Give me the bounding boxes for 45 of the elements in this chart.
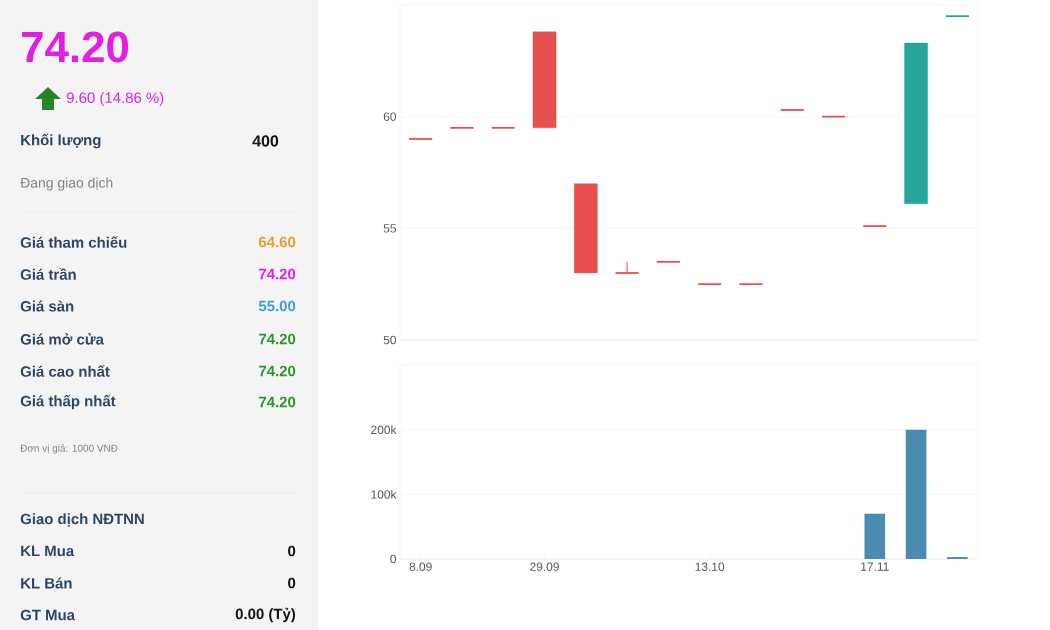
text: 0 bbox=[288, 577, 296, 589]
bar bbox=[864, 513, 886, 559]
candlestick bbox=[490, 126, 516, 129]
x-tick-label: 29.09 bbox=[530, 562, 559, 571]
candlestick bbox=[697, 283, 723, 286]
text: Giá tham chiếu bbox=[20, 236, 127, 248]
text: 74.20 bbox=[259, 365, 296, 377]
x-tick-label: 13.10 bbox=[695, 562, 725, 571]
text: 64.60 bbox=[258, 236, 296, 248]
candlestick bbox=[449, 126, 475, 129]
text: KL Mua bbox=[21, 545, 75, 557]
text: Đang giao dịch bbox=[20, 177, 113, 191]
text: GT Mua bbox=[20, 609, 76, 621]
y-tick-label: 50 bbox=[383, 335, 397, 345]
candlestick bbox=[821, 115, 846, 118]
text: Giá sàn bbox=[20, 300, 74, 312]
candlestick bbox=[944, 15, 970, 18]
x-tick-label: 17.11 bbox=[861, 562, 889, 571]
text: Giá trần bbox=[20, 268, 76, 280]
candlestick bbox=[614, 261, 640, 274]
y-tick-label: 55 bbox=[383, 224, 396, 233]
text: 55.00 bbox=[258, 300, 296, 312]
text: Giá thấp nhất bbox=[20, 394, 116, 410]
text: 74.20 bbox=[22, 31, 129, 63]
text: 0 bbox=[288, 545, 296, 557]
text: Khối lượng bbox=[21, 133, 101, 149]
text: 9.60 (14.86 %) bbox=[66, 92, 164, 106]
y-tick-label: 100k bbox=[371, 489, 397, 499]
text: KL Bán bbox=[21, 577, 72, 589]
text: 74.20 bbox=[259, 396, 296, 408]
candlestick bbox=[738, 283, 764, 286]
text: Giá cao nhất bbox=[20, 365, 110, 377]
y-tick-label: 0 bbox=[390, 554, 397, 564]
text: 400 bbox=[252, 135, 279, 147]
text: 74.20 bbox=[259, 333, 296, 345]
text: Giá mở cửa bbox=[20, 333, 105, 345]
candlestick bbox=[655, 260, 681, 263]
x-tick-label: 8.09 bbox=[409, 562, 432, 571]
y-tick-label: 60 bbox=[383, 112, 397, 121]
text: Giao dịch NĐTNN bbox=[20, 513, 144, 527]
bar bbox=[905, 429, 927, 559]
text: 0.00 (Tỷ) bbox=[235, 607, 296, 623]
text: Đơn vị giá: 1000 VNĐ bbox=[20, 444, 118, 454]
text: 74.20 bbox=[259, 268, 296, 280]
y-tick-label: 200k bbox=[371, 425, 397, 435]
